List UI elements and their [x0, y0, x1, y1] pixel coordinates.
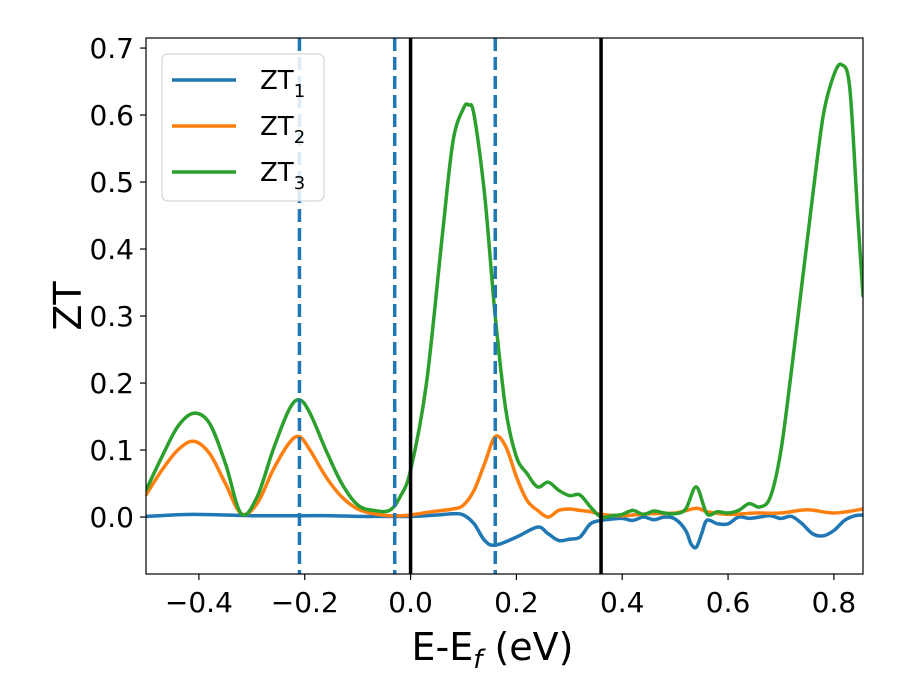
plot-frame [145, 37, 864, 575]
legend-label-subscript: 3 [294, 173, 305, 194]
x-axis-title-tail: (eV) [482, 625, 573, 669]
x-axis: −0.4 −0.2 0.0 0.2 0.4 0.6 0.8 [165, 574, 856, 619]
legend-box [161, 53, 325, 202]
series-line-zt1 [146, 511, 863, 550]
y-tick-label: 0.6 [89, 99, 134, 132]
y-tick-label: 0.1 [89, 434, 134, 467]
y-tick-label: 0.0 [89, 501, 134, 534]
x-tick-label: 0.0 [388, 586, 433, 619]
x-tick-label: 0.2 [494, 586, 539, 619]
series-group [146, 62, 863, 550]
y-axis-title: ZT [46, 281, 90, 331]
legend-label-subscript: 2 [294, 127, 305, 148]
x-tick-label: 0.4 [600, 586, 645, 619]
legend-label-subscript: 1 [294, 81, 305, 102]
x-tick-label: 0.6 [706, 586, 751, 619]
y-tick-label: 0.5 [89, 166, 134, 199]
y-tick-label: 0.2 [89, 367, 134, 400]
x-tick-label: 0.8 [812, 586, 857, 619]
y-tick-label: 0.7 [89, 32, 134, 65]
y-axis: 0.0 0.1 0.2 0.3 0.4 0.5 0.6 0.7 [89, 32, 146, 534]
x-tick-label: −0.4 [165, 586, 233, 619]
reference-lines [297, 38, 603, 574]
y-tick-label: 0.4 [89, 233, 134, 266]
series-line-zt3 [146, 62, 863, 520]
x-tick-label: −0.2 [271, 586, 339, 619]
y-tick-label: 0.3 [89, 300, 134, 333]
x-axis-title: E-Ef (eV) [412, 625, 574, 675]
x-axis-title-main: E-E [412, 625, 474, 669]
